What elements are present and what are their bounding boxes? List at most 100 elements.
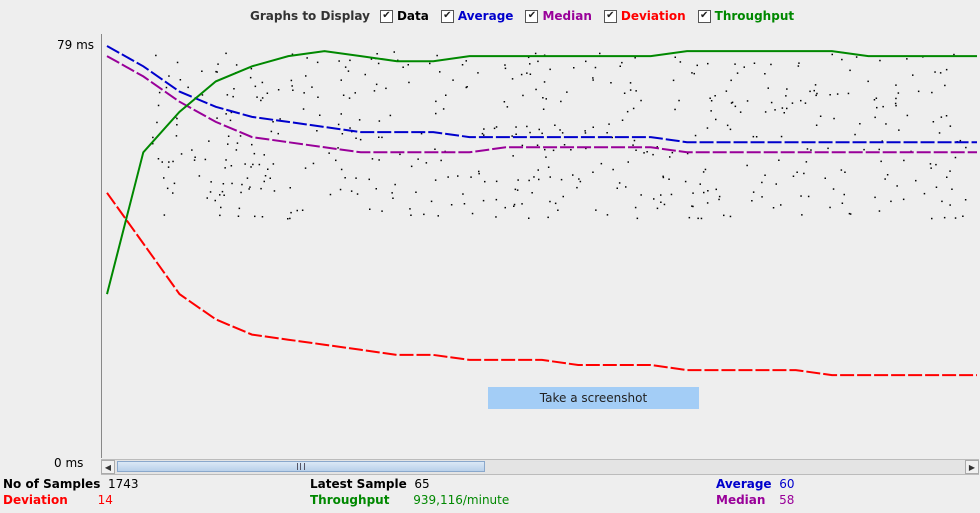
sample-point <box>895 104 897 107</box>
sample-point <box>232 95 234 98</box>
sample-point <box>266 92 269 94</box>
sample-point <box>272 121 274 123</box>
sample-point <box>819 115 822 117</box>
sample-point <box>198 175 201 177</box>
sample-point <box>691 72 693 74</box>
sample-point <box>939 72 942 74</box>
sample-point <box>549 200 551 203</box>
sample-point <box>706 127 709 129</box>
sample-point <box>886 174 889 176</box>
sample-point <box>375 83 378 86</box>
sample-point <box>493 127 496 130</box>
sample-point <box>478 170 480 173</box>
scroll-right-icon[interactable]: ▶ <box>965 460 979 474</box>
sample-point <box>355 137 357 139</box>
sample-point <box>946 176 948 178</box>
sample-point <box>165 86 168 89</box>
sample-point <box>629 82 632 84</box>
sample-point <box>176 124 178 126</box>
sample-point <box>463 203 466 205</box>
sample-point <box>780 135 783 138</box>
sample-point <box>882 105 884 108</box>
results-graph <box>106 45 977 377</box>
sample-point <box>949 204 951 206</box>
sample-point <box>895 84 897 86</box>
sample-point <box>859 123 861 125</box>
stat-average-label: Average <box>716 477 772 491</box>
sample-point <box>157 158 160 160</box>
sample-point <box>434 179 437 181</box>
sample-point <box>798 62 800 64</box>
sample-point <box>729 215 732 218</box>
sample-point <box>616 187 618 189</box>
sample-point <box>289 187 291 189</box>
checkbox-average[interactable]: ✔ Average <box>440 9 513 23</box>
checkbox-median[interactable]: ✔ Median <box>525 9 592 23</box>
checkbox-data[interactable]: ✔ Data <box>379 9 429 23</box>
sample-point <box>674 108 676 111</box>
sample-point <box>254 215 256 218</box>
sample-point <box>692 205 694 208</box>
sample-point <box>792 175 795 177</box>
sample-point <box>439 71 441 73</box>
sample-point <box>656 207 659 210</box>
sample-point <box>810 149 812 151</box>
sample-point <box>158 91 161 94</box>
sample-point <box>261 97 264 99</box>
scrollbar-thumb[interactable] <box>117 461 485 472</box>
sample-point <box>260 187 262 190</box>
sample-point <box>881 140 883 142</box>
sample-point <box>885 123 887 125</box>
sample-point <box>541 132 543 135</box>
checkbox-throughput[interactable]: ✔ Throughput <box>697 9 795 23</box>
scroll-left-icon[interactable]: ◀ <box>101 460 115 474</box>
sample-point <box>652 153 654 156</box>
sample-point <box>618 182 621 184</box>
sample-point <box>291 53 294 55</box>
sample-point <box>775 183 777 185</box>
sample-point <box>623 92 626 94</box>
sample-point <box>306 57 308 59</box>
sample-point <box>292 89 294 91</box>
sample-point <box>179 79 182 81</box>
sample-point <box>592 171 594 173</box>
sample-point <box>442 108 445 110</box>
sample-point <box>764 111 767 113</box>
sample-point <box>483 134 485 136</box>
sample-point <box>547 216 549 219</box>
sample-point <box>378 136 380 138</box>
sample-point <box>785 95 787 97</box>
sample-point <box>576 186 578 189</box>
sample-point <box>214 199 216 202</box>
sample-point <box>172 192 174 194</box>
sample-point <box>236 142 239 144</box>
sample-point <box>635 90 637 92</box>
sample-point <box>743 66 745 68</box>
checkbox-deviation[interactable]: ✔ Deviation <box>603 9 686 23</box>
sample-point <box>874 196 876 199</box>
horizontal-scrollbar[interactable]: ◀ ▶ <box>101 459 979 475</box>
sample-point <box>730 79 732 82</box>
sample-point <box>389 114 392 117</box>
sample-point <box>543 81 546 83</box>
sample-point <box>606 214 609 216</box>
sample-point <box>796 171 798 173</box>
sample-point <box>672 79 675 82</box>
sample-point <box>800 195 802 197</box>
sample-point <box>392 197 394 199</box>
checkbox-median-label: Median <box>542 9 592 23</box>
sample-point <box>466 86 468 88</box>
sample-point <box>547 166 550 168</box>
sample-point <box>573 67 575 69</box>
sample-point <box>249 76 252 79</box>
sample-point <box>751 200 753 202</box>
sample-point <box>512 155 514 157</box>
sample-point <box>341 133 344 135</box>
sample-point <box>945 68 948 71</box>
sample-point <box>348 97 351 99</box>
sample-point <box>875 97 878 99</box>
sample-point <box>495 126 498 128</box>
sample-point <box>410 214 412 216</box>
checkbox-throughput-label: Throughput <box>714 9 795 23</box>
sample-point <box>670 193 673 196</box>
